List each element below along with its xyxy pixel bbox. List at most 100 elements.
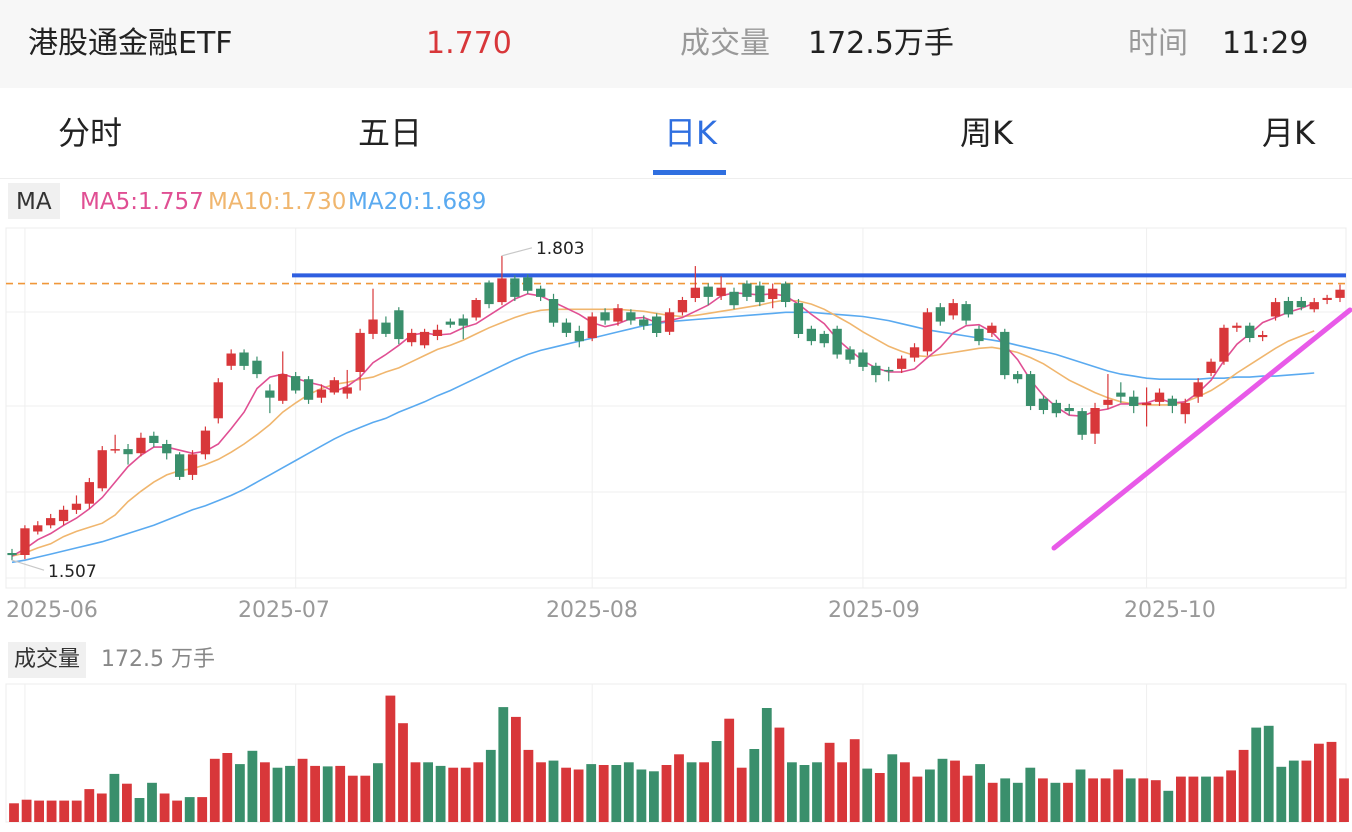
candle-body bbox=[561, 322, 572, 333]
volume-bar bbox=[523, 749, 534, 822]
candle-body bbox=[1064, 408, 1074, 412]
candle-body bbox=[652, 316, 662, 333]
volume-bar bbox=[649, 771, 659, 822]
security-name: 港股通金融ETF bbox=[28, 26, 233, 61]
candle-body bbox=[987, 325, 997, 333]
candle-body bbox=[265, 390, 275, 398]
tab-weekly-k[interactable]: 周K bbox=[960, 114, 1013, 152]
volume-bar bbox=[1050, 782, 1061, 822]
volume-bar bbox=[1000, 778, 1011, 822]
candle-body bbox=[897, 358, 907, 369]
candle-body bbox=[1038, 398, 1049, 410]
volume-bar bbox=[724, 718, 735, 822]
volume-bar bbox=[1163, 790, 1174, 822]
low-leader-line bbox=[11, 559, 45, 571]
volume-bar bbox=[937, 758, 948, 822]
candle-body bbox=[278, 374, 288, 401]
candle-body bbox=[832, 328, 842, 355]
candle-body bbox=[1258, 335, 1268, 338]
candle-body bbox=[1283, 301, 1294, 315]
price-annotations: 1.803 1.507 bbox=[11, 239, 585, 582]
volume-bar bbox=[824, 742, 835, 822]
candlesticks bbox=[7, 255, 1345, 561]
candle-body bbox=[1322, 297, 1332, 300]
volume-bar bbox=[1301, 760, 1312, 822]
candle-body bbox=[664, 312, 675, 332]
candle-body bbox=[510, 278, 520, 297]
candle-body bbox=[613, 308, 623, 322]
tab-monthly-k[interactable]: 月K bbox=[1262, 114, 1315, 152]
volume-bar bbox=[147, 782, 157, 822]
ma-legend: MA MA5:1.757 MA10:1.730 MA20:1.689 bbox=[0, 183, 1352, 221]
candle-body bbox=[1013, 374, 1023, 380]
candle-body bbox=[1142, 402, 1152, 405]
volume-bar bbox=[222, 753, 233, 822]
volume-bar bbox=[837, 762, 847, 822]
active-tab-indicator bbox=[653, 170, 726, 175]
volume-bar bbox=[636, 769, 647, 822]
tab-daily-k[interactable]: 日K bbox=[664, 114, 717, 152]
volume-bar bbox=[498, 707, 509, 822]
volume-bar bbox=[661, 765, 672, 822]
candle-body bbox=[368, 319, 378, 334]
volume-bar bbox=[1063, 782, 1073, 822]
candle-body bbox=[729, 291, 739, 306]
volume-bar bbox=[398, 723, 408, 822]
tab-five-day[interactable]: 五日 bbox=[358, 114, 423, 152]
last-price: 1.770 bbox=[426, 26, 512, 61]
volume-bar bbox=[59, 800, 70, 822]
volume-bar bbox=[1038, 778, 1048, 822]
volume-bar bbox=[611, 765, 622, 822]
ma20-value: MA20:1.689 bbox=[348, 189, 487, 215]
ma20-line bbox=[11, 311, 1315, 564]
tab-intraday[interactable]: 分时 bbox=[58, 114, 123, 152]
ma5-value: MA5:1.757 bbox=[80, 189, 204, 215]
volume-bar bbox=[360, 775, 371, 822]
candle-body bbox=[793, 303, 804, 334]
volume-bar bbox=[184, 797, 195, 822]
candle-body bbox=[768, 288, 778, 299]
candle-body bbox=[303, 379, 314, 400]
ma-indicator-selector[interactable]: MA bbox=[8, 183, 60, 219]
volume-bar bbox=[787, 762, 797, 822]
volume-bar bbox=[1138, 778, 1149, 822]
ma10-value: MA10:1.730 bbox=[208, 189, 347, 215]
volume-bar bbox=[9, 803, 19, 822]
volume-bar bbox=[975, 764, 985, 822]
candle-body bbox=[84, 482, 94, 504]
volume-bar bbox=[1213, 776, 1224, 822]
period-tabs: 分时 五日 日K 周K 月K bbox=[0, 88, 1352, 179]
candle-body bbox=[239, 352, 249, 366]
candle-body bbox=[858, 352, 868, 367]
volume-bar bbox=[460, 767, 471, 822]
moving-average-lines bbox=[11, 291, 1315, 564]
candle-body bbox=[58, 509, 69, 522]
low-price-label: 1.507 bbox=[48, 562, 97, 582]
candle-body bbox=[497, 278, 507, 303]
candle-body bbox=[329, 380, 339, 393]
trend-lines bbox=[1051, 307, 1352, 551]
candle-body bbox=[703, 286, 713, 297]
volume-bar bbox=[987, 782, 998, 822]
candle-body bbox=[523, 277, 533, 291]
candle-body bbox=[974, 328, 984, 342]
volume-bar bbox=[573, 769, 584, 822]
ma10-line bbox=[11, 299, 1315, 557]
volume-bar bbox=[623, 762, 634, 822]
volume-bar bbox=[197, 797, 208, 822]
volume-bar bbox=[548, 760, 559, 822]
x-tick-label: 2025-06 bbox=[6, 598, 98, 623]
volume-indicator-selector[interactable]: 成交量 bbox=[8, 642, 87, 678]
volume-bar bbox=[373, 763, 383, 822]
candle-body bbox=[781, 283, 791, 302]
candle-body bbox=[639, 319, 649, 326]
volume-bar bbox=[485, 749, 496, 822]
volume-bar bbox=[1100, 778, 1111, 822]
volume-bar bbox=[862, 768, 873, 822]
candle-body bbox=[7, 553, 17, 556]
volume-bar bbox=[322, 766, 333, 822]
volume-bar bbox=[473, 762, 484, 822]
candle-body bbox=[187, 454, 198, 475]
candle-body bbox=[690, 287, 700, 298]
